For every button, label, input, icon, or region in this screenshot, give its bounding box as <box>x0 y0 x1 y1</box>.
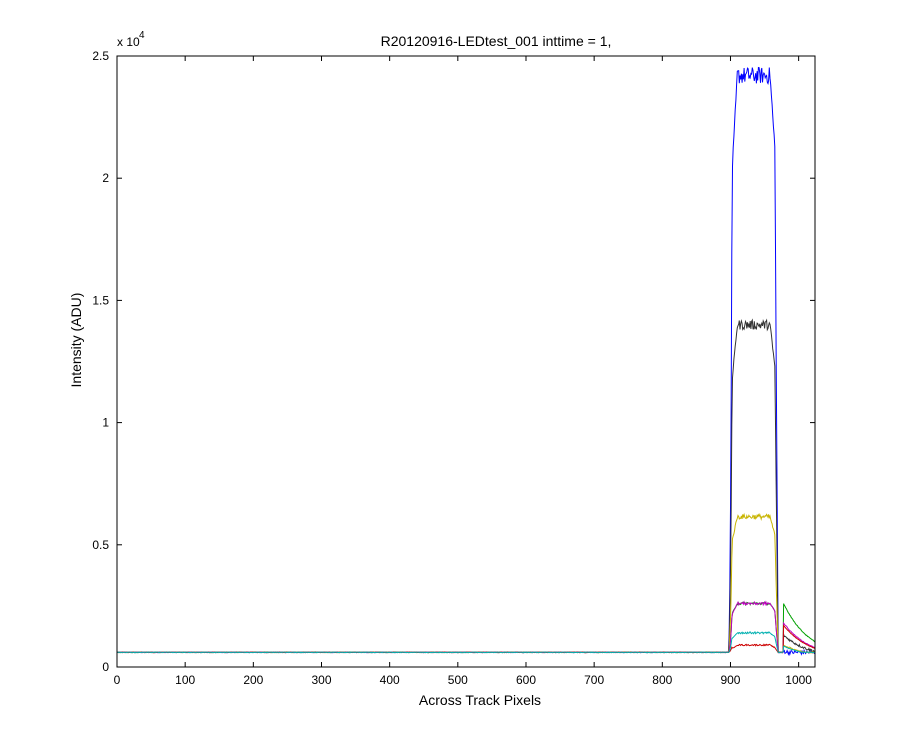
y-multiplier-exponent: 4 <box>139 30 145 41</box>
x-tick-label: 500 <box>448 673 468 687</box>
y-multiplier-base: x 10 <box>117 35 140 49</box>
x-tick-label: 600 <box>516 673 536 687</box>
series-line-7 <box>116 631 816 654</box>
y-tick-label: 1.5 <box>92 293 109 307</box>
x-axis-ticks: 0 100 200 300 400 500 600 700 800 900 1000 <box>114 56 812 687</box>
x-tick-label: 300 <box>311 673 331 687</box>
plot-area <box>117 56 815 667</box>
x-axis-label: Across Track Pixels <box>419 692 541 708</box>
y-tick-label: 0.5 <box>92 538 109 552</box>
x-tick-label: 400 <box>380 673 400 687</box>
y-tick-label: 2 <box>102 171 109 185</box>
x-tick-label: 700 <box>584 673 604 687</box>
y-tick-label: 2.5 <box>92 49 109 63</box>
x-tick-label: 1000 <box>785 673 812 687</box>
axes-box <box>116 55 816 668</box>
y-axis-label: Intensity (ADU) <box>68 293 84 388</box>
x-tick-label: 200 <box>243 673 263 687</box>
y-tick-label: 1 <box>102 416 109 430</box>
x-tick-label: 900 <box>720 673 740 687</box>
chart-title: R20120916-LEDtest_001 inttime = 1, <box>381 33 612 49</box>
series-layer <box>116 66 816 657</box>
x-tick-label: 800 <box>652 673 672 687</box>
y-tick-label: 0 <box>102 660 109 674</box>
x-tick-label: 100 <box>175 673 195 687</box>
x-tick-label: 0 <box>114 673 121 687</box>
y-axis-ticks: 0 0.5 1 1.5 2 2.5 <box>92 49 815 674</box>
